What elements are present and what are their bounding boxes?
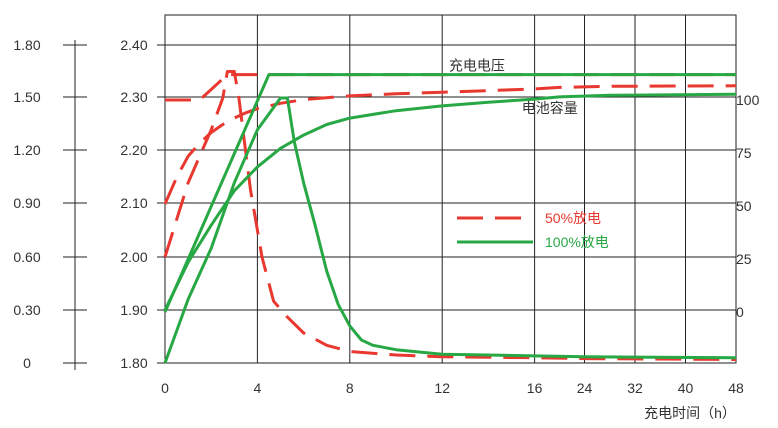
annotation-charge-voltage: 充电电压 xyxy=(449,57,505,73)
x-tick-label: 4 xyxy=(254,380,262,396)
series-100pct-voltage-line xyxy=(163,92,737,311)
series-50pct-current-line xyxy=(163,70,737,361)
left-axis-2-tick-label: 2.00 xyxy=(120,249,147,265)
right-axis-tick-label: 0 xyxy=(736,304,744,320)
left-axis-1-tick-label: 1.50 xyxy=(13,89,40,105)
left-axis-2-tick-label: 2.30 xyxy=(120,89,147,105)
left-axis-2-tick-label: 2.10 xyxy=(120,195,147,211)
x-axis-label: 充电时间（h） xyxy=(644,405,736,421)
series-100pct-capacity-line xyxy=(163,73,736,313)
left-axis-1-tick-label: 0.90 xyxy=(13,195,40,211)
left-axis-1-tick-label: 0 xyxy=(23,355,31,371)
x-tick-label: 24 xyxy=(577,380,593,396)
annotation-battery-capacity: 电池容量 xyxy=(522,100,578,116)
left-axis-2-tick-label: 1.80 xyxy=(120,355,147,371)
left-axis-2-tick-label: 2.40 xyxy=(120,37,147,53)
legend-label: 50%放电 xyxy=(545,210,601,226)
x-tick-label: 16 xyxy=(527,380,543,396)
left-axis-1-tick-label: 0.30 xyxy=(13,302,40,318)
right-axis-tick-label: 75 xyxy=(736,145,752,161)
left-axis-1-tick-label: 0.60 xyxy=(13,249,40,265)
plot-frame xyxy=(164,14,737,364)
x-tick-label: 12 xyxy=(434,380,450,396)
left-axis-2-tick-label: 2.20 xyxy=(120,142,147,158)
x-tick-label: 48 xyxy=(728,380,744,396)
x-tick-label: 40 xyxy=(678,380,694,396)
left-axis-2-tick-label: 1.90 xyxy=(120,302,147,318)
right-axis-tick-label: 100 xyxy=(736,92,760,108)
x-tick-label: 8 xyxy=(346,380,354,396)
series-50pct-capacity-line xyxy=(165,73,736,102)
x-tick-label: 32 xyxy=(627,380,643,396)
right-axis-tick-label: 25 xyxy=(736,251,752,267)
x-tick-label: 0 xyxy=(161,380,169,396)
legend: 50%放电 100%放电 xyxy=(457,210,609,250)
series-100pct-current-line xyxy=(163,96,737,364)
legend-label: 100%放电 xyxy=(545,234,609,250)
left-axis-1-tick-label: 1.20 xyxy=(13,142,40,158)
series-50pct-voltage-line xyxy=(163,84,737,205)
axes: 0 4 8 12 16 24 32 40 48充电时间（h）1.801.501.200.900.… xyxy=(13,37,759,421)
right-axis-tick-label: 50 xyxy=(736,198,752,214)
series xyxy=(163,70,737,364)
left-axis-1-tick-label: 1.80 xyxy=(13,37,40,53)
